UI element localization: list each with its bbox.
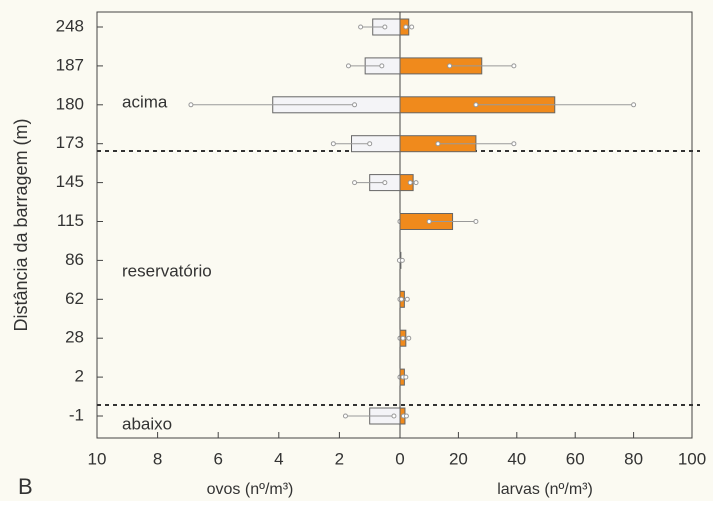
x-tick-label: 4 — [274, 449, 283, 468]
error-cap — [512, 142, 516, 146]
error-cap — [331, 142, 335, 146]
error-cap — [368, 142, 372, 146]
y-tick-label: -1 — [69, 405, 84, 424]
x-tick-label: 6 — [213, 449, 222, 468]
y-tick-label: 173 — [56, 133, 84, 152]
error-cap — [448, 64, 452, 68]
x-tick-label: 0 — [395, 449, 404, 468]
error-cap — [404, 375, 408, 379]
panel-label: B — [18, 474, 33, 499]
error-cap — [414, 181, 418, 185]
error-cap — [359, 25, 363, 29]
error-cap — [353, 103, 357, 107]
y-tick-label: 187 — [56, 55, 84, 74]
error-cap — [404, 414, 408, 418]
x-tick-label: 20 — [449, 449, 468, 468]
error-cap — [474, 103, 478, 107]
error-cap — [380, 64, 384, 68]
y-tick-label: 86 — [65, 250, 84, 269]
error-cap — [410, 25, 414, 29]
error-cap — [353, 181, 357, 185]
error-cap — [427, 220, 431, 224]
y-tick-label: 62 — [65, 289, 84, 308]
error-cap — [632, 103, 636, 107]
error-cap — [392, 414, 396, 418]
annotation: reservatório — [122, 261, 212, 280]
error-cap — [343, 414, 347, 418]
error-cap — [404, 25, 408, 29]
x-tick-label: 100 — [678, 449, 706, 468]
error-cap — [400, 258, 404, 262]
y-tick-label: 248 — [56, 16, 84, 35]
error-cap — [512, 64, 516, 68]
error-cap — [399, 297, 403, 301]
x-tick-label: 80 — [624, 449, 643, 468]
x-axis-label: ovos (nº/m³) — [207, 481, 294, 498]
error-cap — [436, 142, 440, 146]
x-tick-label: 8 — [153, 449, 162, 468]
y-tick-label: 2 — [75, 367, 84, 386]
y-tick-label: 115 — [57, 211, 84, 230]
error-cap — [383, 25, 387, 29]
y-tick-label: 145 — [56, 172, 84, 191]
x-tick-label: 40 — [507, 449, 526, 468]
annotation: acima — [122, 92, 168, 111]
x-tick-label: 60 — [566, 449, 585, 468]
error-cap — [405, 297, 409, 301]
error-cap — [408, 181, 412, 185]
annotation: abaixo — [122, 414, 172, 433]
error-cap — [401, 336, 405, 340]
error-cap — [346, 64, 350, 68]
error-cap — [407, 336, 411, 340]
y-tick-label: 180 — [56, 94, 84, 113]
error-cap — [474, 220, 478, 224]
error-cap — [383, 181, 387, 185]
x-tick-label: 10 — [88, 449, 107, 468]
y-tick-label: 28 — [65, 328, 84, 347]
error-cap — [189, 103, 193, 107]
y-axis-label: Distância da barragem (m) — [11, 118, 31, 331]
x-tick-label: 2 — [335, 449, 344, 468]
x-axis-label: larvas (nº/m³) — [497, 481, 593, 498]
